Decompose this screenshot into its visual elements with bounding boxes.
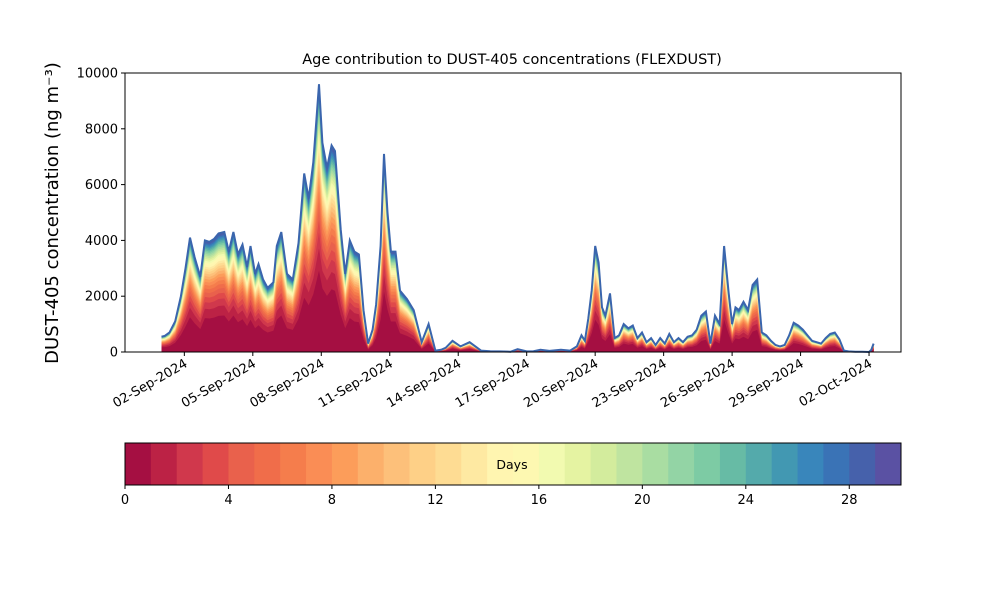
chart-title: Age contribution to DUST-405 concentrati… [302,52,722,68]
colorbar-cell-26 [797,443,824,485]
colorbar-tick-label: 12 [427,493,444,508]
colorbar-cell-27 [823,443,850,485]
colorbar-ticks: 0 4 8 12 16 20 24 28 [121,485,858,508]
age-stack-areas [161,84,874,353]
colorbar-cell-11 [409,443,436,485]
y-tick-label: 10000 [77,67,118,82]
colorbar-cell-13 [461,443,488,485]
colorbar-cell-1 [150,443,178,485]
y-tick-label: 8000 [85,122,118,137]
colorbar-tick-label: 8 [328,493,336,508]
colorbar-cell-5 [254,443,281,485]
age-bin-area-0 [161,270,874,352]
colorbar-tick-label: 20 [634,493,651,508]
colorbar-cell-2 [176,443,203,485]
colorbar-cell-17 [564,443,591,485]
colorbar-cell-25 [771,443,798,485]
colorbar-cell-28 [849,443,876,485]
total-concentration-line [161,84,875,354]
y-tick-label: 2000 [85,290,118,305]
colorbar-cell-19 [616,443,643,485]
colorbar-cell-4 [228,443,255,485]
colorbar-cell-23 [719,443,747,485]
colorbar-frame [124,442,902,486]
colorbar-cell-9 [357,443,385,485]
colorbar-cell-6 [280,443,307,485]
colorbar-cell-29 [875,443,902,485]
colorbar-cell-21 [668,443,695,485]
colorbar-cell-22 [694,443,721,485]
colorbar-cell-14 [487,443,514,485]
colorbar-cell-0 [125,443,152,485]
colorbar-cells [125,443,902,485]
colorbar: Days 0 4 8 12 16 20 24 28 [121,442,902,508]
y-tick-label: 0 [110,346,118,361]
colorbar-cell-15 [513,443,540,485]
colorbar-cell-16 [538,443,566,485]
colorbar-tick-label: 4 [224,493,232,508]
colorbar-cell-24 [745,443,773,485]
colorbar-cell-20 [642,443,669,485]
y-tick-label: 6000 [85,178,118,193]
y-tick-label: 4000 [85,234,118,249]
colorbar-tick-label: 0 [121,493,129,508]
colorbar-cell-3 [202,443,229,485]
colorbar-tick-label: 16 [531,493,548,508]
colorbar-cell-12 [435,443,462,485]
colorbar-cell-18 [590,443,617,485]
colorbar-cell-10 [383,443,410,485]
y-axis-label: DUST-405 concentration (ng m⁻³) [42,62,63,364]
colorbar-tick-label: 24 [738,493,755,508]
colorbar-label: Days [496,457,527,472]
y-axis: 0 2000 4000 6000 8000 10000 [77,67,125,361]
plot-frame [124,72,902,353]
colorbar-tick-label: 28 [841,493,858,508]
colorbar-cell-8 [331,443,359,485]
colorbar-cell-7 [306,443,333,485]
